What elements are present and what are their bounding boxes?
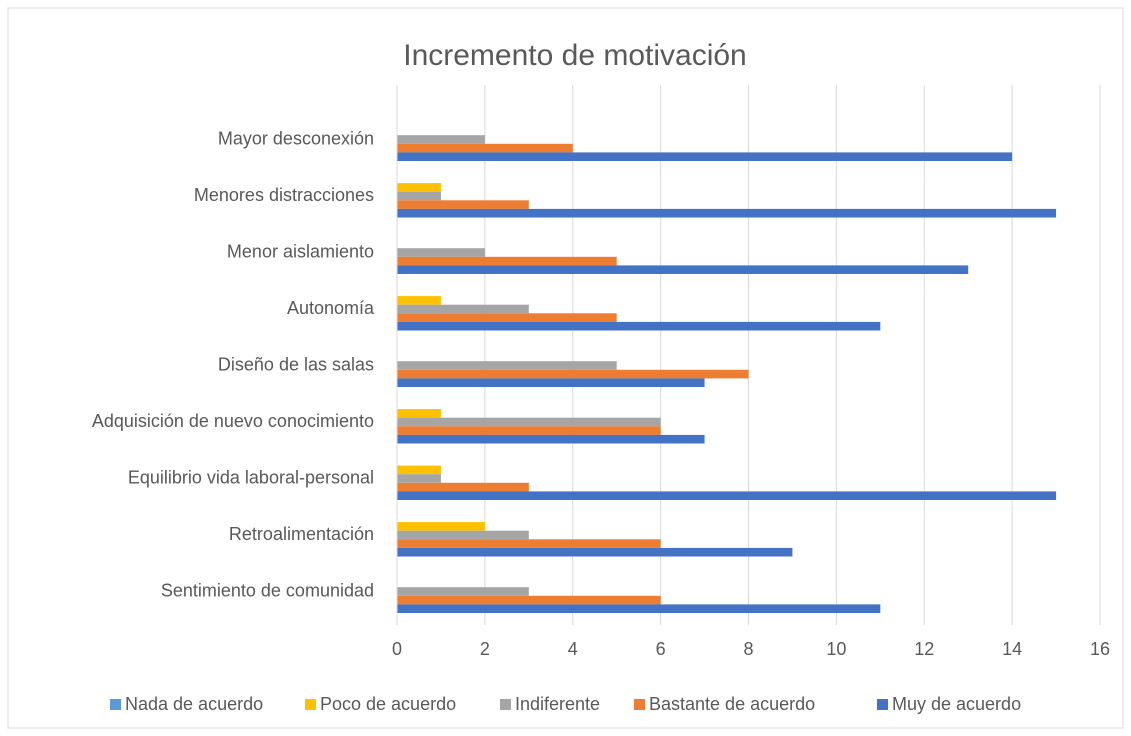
bar [397, 587, 529, 596]
legend-label: Bastante de acuerdo [649, 694, 815, 714]
x-tick-label: 0 [392, 639, 402, 659]
bar [397, 369, 749, 379]
bar [397, 595, 661, 605]
bar [397, 296, 441, 305]
bar [397, 183, 441, 192]
x-tick-label: 6 [656, 639, 666, 659]
legend-label: Nada de acuerdo [125, 694, 263, 714]
y-tick-label: Adquisición de nuevo conocimiento [92, 411, 374, 431]
bar [397, 465, 441, 475]
bar [397, 304, 529, 314]
bar [397, 143, 573, 153]
bar [397, 434, 705, 444]
bar [397, 530, 529, 540]
bar [397, 409, 441, 418]
bar [397, 256, 617, 266]
bar [397, 265, 969, 274]
bar [397, 191, 441, 201]
bar [397, 208, 1057, 218]
bar [397, 539, 661, 548]
y-tick-label: Menores distracciones [194, 185, 374, 205]
bar [397, 474, 441, 483]
x-tick-label: 14 [1002, 639, 1022, 659]
y-tick-label: Equilibrio vida laboral-personal [128, 467, 374, 487]
legend-swatch [500, 699, 511, 710]
legend-swatch [877, 699, 888, 710]
bar [397, 152, 1013, 161]
y-tick-label: Menor aislamiento [227, 241, 374, 261]
x-tick-label: 4 [568, 639, 578, 659]
x-tick-label: 10 [826, 639, 846, 659]
bar [397, 522, 485, 531]
legend-label: Indiferente [515, 694, 600, 714]
bar [397, 135, 485, 144]
bar [397, 482, 529, 492]
legend-label: Poco de acuerdo [320, 694, 456, 714]
y-tick-label: Diseño de las salas [218, 354, 374, 374]
bar [397, 248, 485, 257]
y-tick-label: Sentimiento de comunidad [161, 580, 374, 600]
x-tick-label: 8 [743, 639, 753, 659]
x-tick-label: 16 [1090, 639, 1110, 659]
legend-swatch [110, 699, 121, 710]
bar [397, 604, 881, 613]
chart-title: Incremento de motivación [403, 39, 747, 72]
x-tick-label: 2 [480, 639, 490, 659]
y-tick-label: Mayor desconexión [218, 128, 374, 148]
y-tick-label: Autonomía [287, 298, 375, 318]
bar [397, 321, 881, 331]
bar [397, 361, 617, 370]
legend-swatch [634, 699, 645, 710]
legend-swatch [305, 699, 316, 710]
bar [397, 378, 705, 387]
bar [397, 313, 617, 322]
x-tick-label: 12 [914, 639, 934, 659]
bar [397, 417, 661, 427]
bar [397, 491, 1057, 500]
bar [397, 200, 529, 209]
y-tick-label: Retroalimentación [229, 524, 374, 544]
bar [397, 426, 661, 435]
legend-label: Muy de acuerdo [892, 694, 1021, 714]
bar [397, 547, 793, 557]
